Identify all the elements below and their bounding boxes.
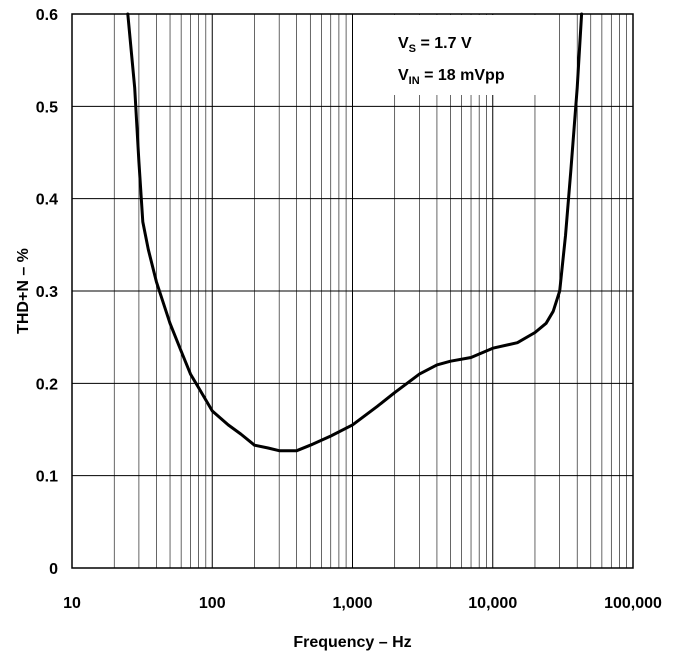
- y-tick-label: 0.2: [36, 376, 58, 393]
- series-group: [126, 12, 584, 453]
- plot-border: [71, 13, 634, 569]
- x-tick-label: 100,000: [604, 595, 662, 612]
- x-tick-label: 10: [63, 595, 81, 612]
- annotation-text: VS = 1.7 V: [398, 35, 472, 55]
- x-tick-label: 100: [199, 595, 226, 612]
- x-tick-label: 10,000: [468, 595, 517, 612]
- y-tick-label: 0.1: [36, 469, 58, 486]
- y-axis-title: THD+N – %: [15, 248, 32, 334]
- series-line: [126, 12, 584, 453]
- y-tick-label: 0.5: [36, 99, 58, 116]
- annotation-box: [385, 15, 555, 95]
- x-axis-title: Frequency – Hz: [293, 634, 411, 651]
- x-tick-label: 1,000: [332, 595, 372, 612]
- annotation-text: VIN = 18 mVpp: [398, 67, 505, 87]
- y-tick-label: 0.3: [36, 284, 58, 301]
- x-tick-labels: 10 100 1,000 10,000 100,000: [63, 595, 662, 612]
- y-tick-label: 0: [49, 561, 58, 578]
- y-tick-labels: 0 0.1 0.2 0.3 0.4 0.5 0.6: [36, 7, 58, 578]
- annotations: VS = 1.7 V VIN = 18 mVpp: [398, 35, 505, 87]
- y-tick-label: 0.4: [36, 192, 58, 209]
- y-tick-label: 0.6: [36, 7, 58, 24]
